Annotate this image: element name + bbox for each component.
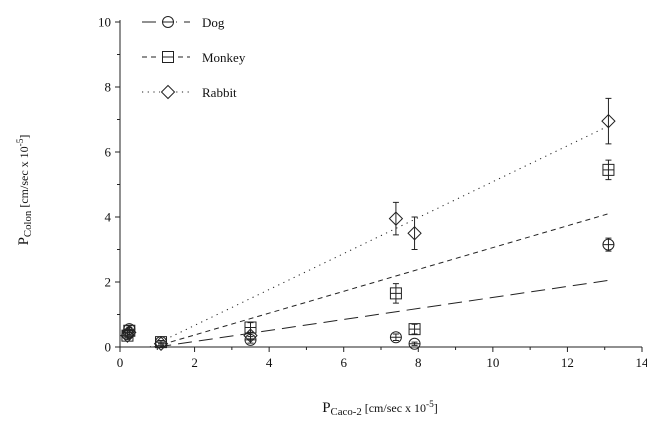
monkey-fit-line — [153, 213, 609, 348]
axis-title-sub: Caco-2 — [331, 406, 362, 418]
x-tick-label: 14 — [636, 355, 647, 370]
legend-label-rabbit: Rabbit — [202, 85, 237, 100]
rabbit-point — [388, 211, 404, 226]
y-tick-label: 10 — [98, 15, 111, 30]
dog-fit-line — [157, 279, 609, 348]
rabbit-point — [243, 328, 258, 343]
rabbit-point — [407, 226, 422, 241]
x-tick-label: 0 — [117, 355, 124, 370]
y-tick-label: 4 — [105, 210, 112, 225]
x-axis-title: PCaco-2 [cm/sec x 10-5] — [322, 400, 438, 418]
x-tick-label: 6 — [340, 355, 347, 370]
axis-title-end: ] — [434, 401, 438, 415]
legend-marker-bg — [160, 84, 176, 100]
fit-lines — [149, 125, 609, 348]
legend-item-monkey: Monkey — [142, 49, 246, 65]
data-points — [120, 97, 616, 351]
rabbit-point — [601, 113, 616, 129]
legend-marker-rabbit — [160, 84, 176, 100]
axis-title-main: P — [322, 400, 330, 416]
x-tick-label: 4 — [266, 355, 273, 370]
axis-title-sub: Colon — [22, 210, 34, 237]
y-tick-label: 0 — [105, 340, 112, 355]
legend-item-dog: Dog — [142, 14, 225, 30]
legend-item-rabbit: Rabbit — [142, 84, 237, 100]
rabbit-point — [122, 325, 137, 340]
x-tick-label: 2 — [191, 355, 198, 370]
axis-title-end: ] — [17, 135, 31, 139]
y-tick-label: 8 — [105, 80, 112, 95]
y-tick-label: 2 — [105, 275, 112, 290]
axis-title-rest: [cm/sec x 10 — [362, 401, 426, 415]
rabbit-fit-line — [149, 125, 609, 348]
axis-titles: PCaco-2 [cm/sec x 10-5]PColon [cm/sec x … — [16, 135, 438, 418]
rabbit-point — [120, 328, 135, 343]
y-tick-label: 6 — [105, 145, 112, 160]
legend: Dog Monkey Rabbit — [142, 14, 246, 100]
axis-title-rest: [cm/sec x 10 — [17, 146, 31, 210]
y-axis-title: PColon [cm/sec x 10-5] — [16, 135, 34, 246]
x-tick-label: 10 — [486, 355, 499, 370]
axis-title-sup: -5 — [426, 400, 434, 410]
legend-label-monkey: Monkey — [202, 50, 246, 65]
axis-title-main: P — [16, 237, 32, 245]
rabbit-point — [153, 336, 169, 351]
axes: 0 2 4 6 8 10 12 14 0 2 4 6 8 10 — [98, 15, 647, 371]
legend-label-dog: Dog — [202, 15, 225, 30]
x-tick-label: 8 — [415, 355, 422, 370]
x-tick-label: 12 — [561, 355, 574, 370]
axis-title-sup: -5 — [16, 138, 26, 146]
